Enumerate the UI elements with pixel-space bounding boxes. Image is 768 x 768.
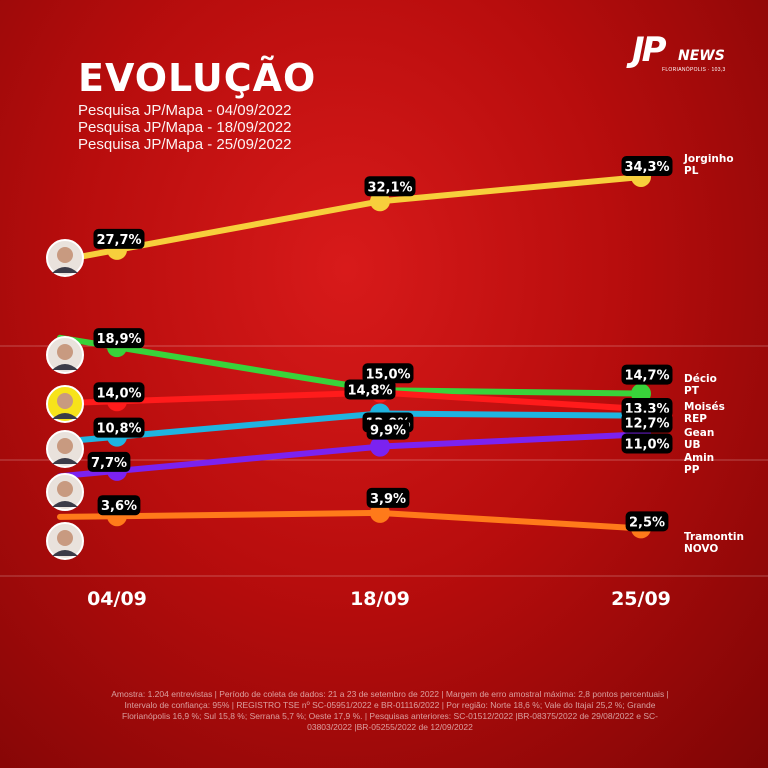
data-label: 12,7% bbox=[624, 417, 669, 432]
methodology-footer: Amostra: 1.204 entrevistas | Período de … bbox=[111, 689, 669, 732]
data-label: 32,1% bbox=[367, 180, 412, 195]
data-label: 14,7% bbox=[624, 369, 669, 384]
legend-party: REP bbox=[684, 413, 707, 425]
avatar-face-icon bbox=[57, 530, 73, 546]
data-label: 11,0% bbox=[624, 437, 669, 452]
series-line-tramontin bbox=[57, 509, 644, 532]
legend-name: Tramontin bbox=[684, 531, 744, 543]
legend-party: NOVO bbox=[684, 543, 718, 555]
x-tick-label: 25/09 bbox=[611, 588, 671, 610]
avatar-face-icon bbox=[57, 344, 73, 360]
avatar-gean bbox=[46, 430, 84, 468]
data-label: 15,0% bbox=[365, 367, 410, 382]
data-label-box bbox=[621, 364, 673, 385]
data-label-box bbox=[625, 511, 669, 532]
avatar-tramontin bbox=[46, 522, 84, 560]
data-label: 7,7% bbox=[91, 456, 127, 471]
avatar-jorginho bbox=[46, 239, 84, 277]
avatar-face-icon bbox=[57, 247, 73, 263]
data-label: 27,7% bbox=[96, 233, 141, 248]
avatar-body-icon bbox=[52, 458, 78, 464]
legend-name: Amin bbox=[684, 452, 714, 464]
avatar-moisés bbox=[46, 385, 84, 423]
data-label: 18,9% bbox=[96, 332, 141, 347]
legend-name: Jorginho bbox=[683, 153, 734, 165]
survey-2: Pesquisa JP/Mapa - 18/09/2022 bbox=[78, 119, 292, 136]
data-label-box bbox=[93, 228, 145, 249]
survey-3: Pesquisa JP/Mapa - 25/09/2022 bbox=[78, 136, 292, 153]
data-label-box bbox=[93, 382, 145, 403]
data-label-box bbox=[364, 176, 416, 197]
avatar-face-icon bbox=[57, 481, 73, 497]
series-line-amin bbox=[57, 431, 644, 480]
series-line-décio bbox=[57, 334, 644, 397]
x-tick-label: 04/09 bbox=[87, 588, 147, 610]
data-label: 14,8% bbox=[347, 383, 392, 398]
avatar-décio bbox=[46, 336, 84, 374]
data-label-box bbox=[366, 487, 410, 508]
legend-party: PL bbox=[684, 165, 699, 177]
legend-party: UB bbox=[684, 439, 701, 451]
data-label-box bbox=[93, 417, 145, 438]
avatar-body-icon bbox=[52, 267, 78, 273]
data-label: 2,5% bbox=[629, 515, 665, 530]
data-label-box bbox=[366, 419, 410, 440]
data-label-box bbox=[362, 363, 414, 384]
data-labels: 27,7% 32,1% 34,3% 18,9% 15,0% 14,7% 14,0% 14,8%… bbox=[87, 155, 673, 532]
series-points bbox=[107, 166, 651, 539]
avatar-body-icon bbox=[52, 364, 78, 370]
legend-name: Décio bbox=[684, 373, 717, 385]
avatar-face-icon bbox=[57, 438, 73, 454]
series-line-gean bbox=[57, 410, 644, 445]
data-point bbox=[370, 502, 390, 523]
chart-title: EVOLUÇÃO bbox=[78, 56, 317, 100]
legend-party: PT bbox=[684, 385, 700, 397]
series-line-jorginho bbox=[57, 174, 644, 264]
avatar-body-icon bbox=[52, 413, 78, 419]
logo-news: NEWS bbox=[678, 48, 725, 64]
data-label-box bbox=[621, 433, 673, 454]
avatar-amin bbox=[46, 473, 84, 511]
data-label-box bbox=[621, 155, 673, 176]
survey-list: Pesquisa JP/Mapa - 04/09/2022 Pesquisa J… bbox=[78, 102, 291, 153]
logo-jp: JP bbox=[632, 30, 667, 70]
x-tick-label: 18/09 bbox=[350, 588, 410, 610]
series-line-moisés bbox=[57, 389, 644, 412]
data-label: 10,8% bbox=[96, 422, 141, 437]
data-label-box bbox=[621, 412, 673, 433]
survey-1: Pesquisa JP/Mapa - 04/09/2022 bbox=[78, 102, 292, 119]
data-label-box bbox=[93, 328, 145, 349]
data-label: 3,9% bbox=[370, 492, 406, 507]
data-label-box bbox=[97, 495, 141, 516]
data-label: 14,0% bbox=[96, 386, 141, 401]
data-label: 3,6% bbox=[101, 499, 137, 514]
series-lines bbox=[57, 174, 644, 532]
legend-name: Moisés bbox=[684, 401, 725, 413]
avatar-body-icon bbox=[52, 501, 78, 507]
jp-news-logo: JP NEWS FLORIANÓPOLIS · 103,3 bbox=[632, 30, 725, 73]
avatar-face-icon bbox=[57, 393, 73, 409]
data-label-box bbox=[344, 379, 396, 400]
legend-party: PP bbox=[684, 464, 700, 476]
data-label-box bbox=[87, 451, 131, 472]
data-label: 9,9% bbox=[370, 424, 406, 439]
avatar-body-icon bbox=[52, 550, 78, 556]
legend-name: Gean bbox=[684, 427, 714, 439]
data-point bbox=[370, 436, 390, 457]
data-label: 34,3% bbox=[624, 160, 669, 175]
logo-sub: FLORIANÓPOLIS · 103,3 bbox=[662, 67, 726, 73]
